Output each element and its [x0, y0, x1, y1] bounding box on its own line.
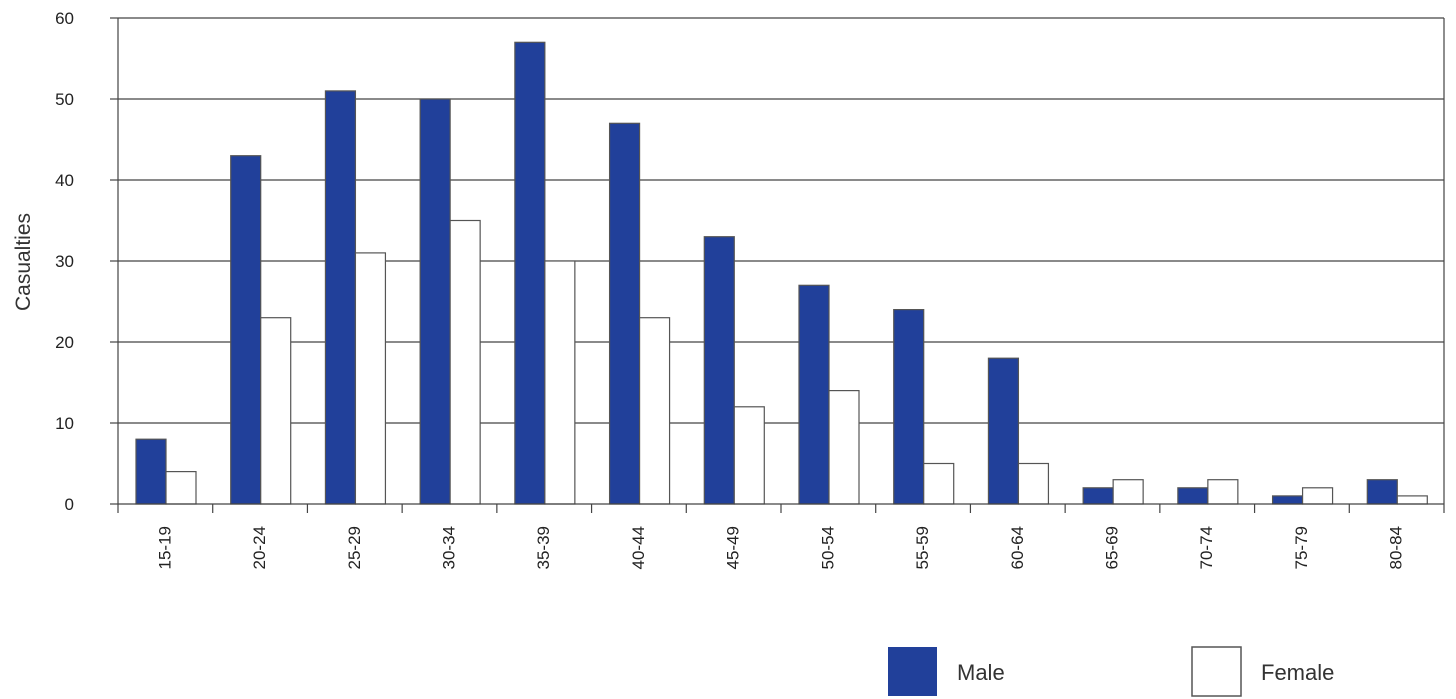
bar-male: [1366, 479, 1398, 505]
bar-male: [1271, 495, 1304, 505]
x-tick-label: 15-19: [155, 526, 174, 569]
bar-male: [230, 155, 262, 505]
x-tick-label: 40-44: [629, 526, 648, 569]
bar-male: [1082, 487, 1114, 505]
bar-male: [798, 284, 830, 505]
legend-label-male: Male: [957, 660, 1005, 685]
x-tick-label: 60-64: [1008, 526, 1027, 569]
bar-male: [1177, 487, 1209, 505]
bar-female: [1207, 479, 1239, 505]
bar-female: [260, 317, 292, 505]
bar-male: [608, 122, 641, 505]
y-tick-label: 40: [55, 171, 74, 190]
x-tick-label: 55-59: [913, 526, 932, 569]
bar-male: [419, 98, 451, 505]
bar-female: [449, 219, 481, 505]
legend: Male Female: [888, 646, 1334, 697]
legend-swatch-male: [888, 647, 937, 696]
x-tick-label: 70-74: [1197, 526, 1216, 569]
bar-male: [514, 41, 546, 505]
bar-female: [638, 317, 671, 505]
bar-female: [1017, 462, 1050, 505]
y-tick-label: 30: [55, 252, 74, 271]
legend-label-female: Female: [1261, 660, 1334, 685]
bar-female: [1301, 487, 1334, 505]
bars: [135, 41, 1428, 505]
y-axis-ticks: 0 10 20 30 40 50 60: [55, 9, 118, 514]
y-tick-label: 60: [55, 9, 74, 28]
x-tick-label: 75-79: [1292, 526, 1311, 569]
bar-female: [828, 390, 860, 505]
x-tick-label: 65-69: [1103, 526, 1122, 569]
x-tick-label: 30-34: [440, 526, 459, 569]
bar-male: [987, 357, 1020, 505]
y-tick-label: 20: [55, 333, 74, 352]
bar-female: [544, 260, 576, 505]
bar-female: [165, 471, 197, 505]
x-axis-ticks: 15-19 20-24 25-29 30-34 35-39 40-44 45-49 50-54…: [117, 504, 1445, 569]
x-tick-label: 20-24: [250, 526, 269, 569]
bar-female: [1396, 495, 1428, 505]
bar-female: [1112, 479, 1144, 505]
bar-female: [733, 406, 765, 505]
y-axis-title: Casualties: [12, 213, 35, 311]
bar-male: [324, 90, 357, 505]
y-tick-label: 10: [55, 414, 74, 433]
x-tick-label: 35-39: [534, 526, 553, 569]
bar-male: [703, 236, 735, 505]
legend-swatch-female: [1191, 646, 1242, 697]
x-tick-label: 45-49: [724, 526, 743, 569]
x-tick-label: 50-54: [818, 526, 837, 569]
legend-item-female: Female: [1191, 646, 1334, 697]
y-tick-label: 0: [65, 495, 74, 514]
y-tick-label: 50: [55, 90, 74, 109]
x-tick-label: 25-29: [345, 526, 364, 569]
x-tick-label: 80-84: [1387, 526, 1406, 569]
gridlines: [118, 17, 1444, 424]
bar-male: [893, 309, 925, 505]
bar-male: [135, 438, 167, 505]
bar-female: [354, 252, 387, 505]
bar-female: [923, 462, 955, 505]
legend-item-male: Male: [888, 647, 1005, 696]
